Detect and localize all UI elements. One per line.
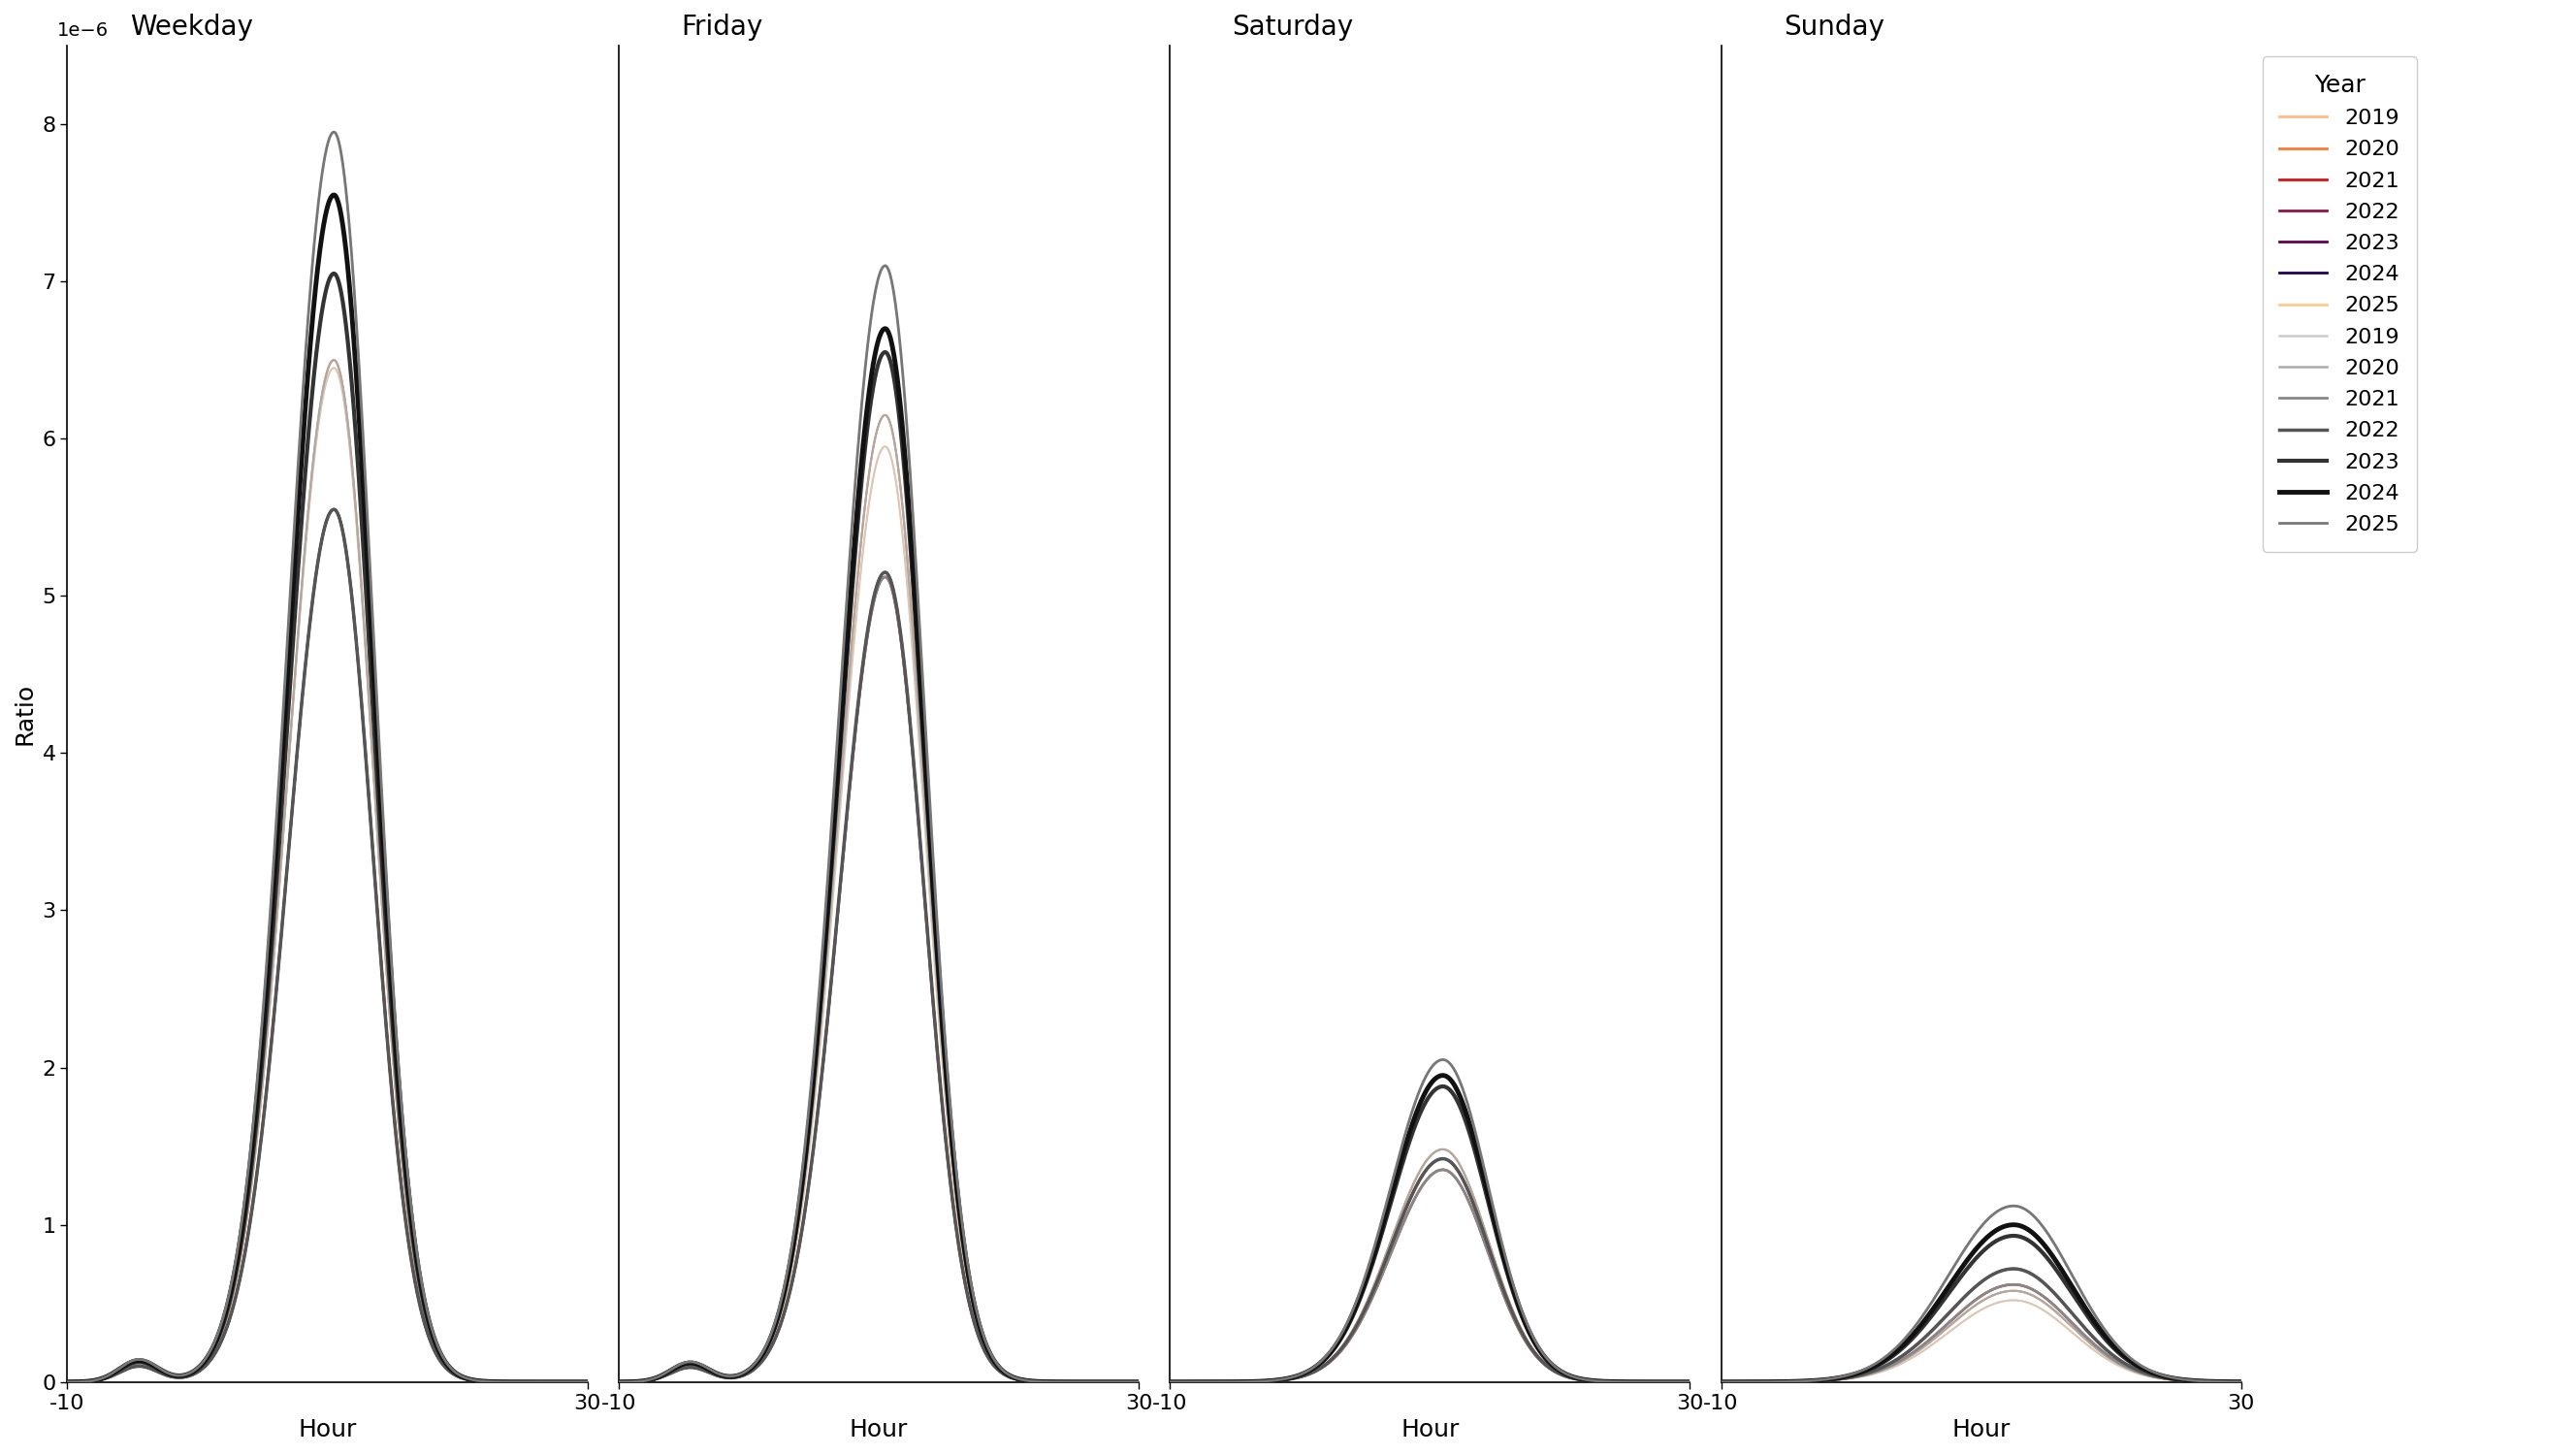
Legend: 2019, 2020, 2021, 2022, 2023, 2024, 2025, 2019, 2020, 2021, 2022, 2023, 2024, 20: 2019, 2020, 2021, 2022, 2023, 2024, 2025…	[2262, 57, 2416, 551]
X-axis label: Hour: Hour	[850, 1419, 907, 1442]
X-axis label: Hour: Hour	[299, 1419, 355, 1442]
Text: Saturday: Saturday	[1231, 13, 1352, 41]
X-axis label: Hour: Hour	[1401, 1419, 1458, 1442]
X-axis label: Hour: Hour	[1953, 1419, 2009, 1442]
Text: 1e−6: 1e−6	[57, 22, 108, 41]
Y-axis label: Ratio: Ratio	[13, 682, 36, 745]
Text: Sunday: Sunday	[1783, 13, 1883, 41]
Text: Weekday: Weekday	[129, 13, 252, 41]
Text: Friday: Friday	[680, 13, 762, 41]
